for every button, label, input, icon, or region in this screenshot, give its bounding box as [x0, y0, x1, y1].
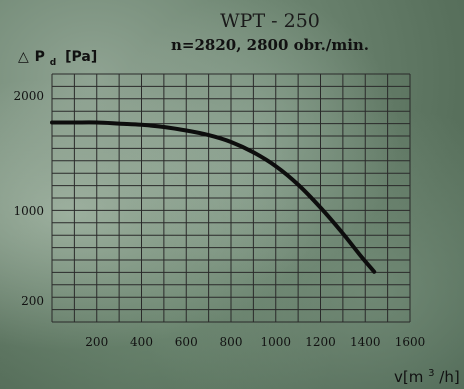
x-tick-label: 1400 — [350, 335, 381, 349]
y-tick-label: 2000 — [13, 89, 44, 103]
x-axis-label-main: v[m — [394, 368, 423, 386]
y-axis-label-main: P — [35, 49, 45, 65]
chart-title: WPT - 250 — [220, 10, 320, 32]
pressure-flow-curve — [50, 120, 377, 274]
y-tick-label: 200 — [21, 294, 44, 308]
grid — [51, 73, 411, 323]
y-axis-label: △ P d [Pa] — [18, 49, 97, 69]
x-tick-label: 1200 — [305, 335, 336, 349]
x-tick-label: 600 — [175, 335, 198, 349]
curve-layer — [50, 120, 377, 274]
y-tick-label: 1000 — [13, 204, 44, 218]
x-tick-label: 400 — [130, 335, 153, 349]
x-tick-label: 800 — [220, 335, 243, 349]
x-tick-label: 1600 — [395, 335, 426, 349]
x-axis-label-tail: /h] — [439, 368, 459, 386]
x-tick-label: 1000 — [260, 335, 291, 349]
y-axis-label-sub: d — [50, 58, 56, 68]
x-axis-label-sup: 3 — [428, 368, 434, 379]
tick-labels: 200 400 600 800 1000 1200 1400 1600 200 1000 2000 — [13, 89, 425, 349]
x-axis-label: v[m 3 /h] — [394, 362, 460, 386]
chart-subtitle: n=2820, 2800 obr./min. — [171, 36, 369, 54]
x-tick-label: 200 — [85, 335, 108, 349]
y-axis-label-unit: [Pa] — [65, 49, 97, 65]
delta-symbol: △ — [18, 49, 29, 65]
